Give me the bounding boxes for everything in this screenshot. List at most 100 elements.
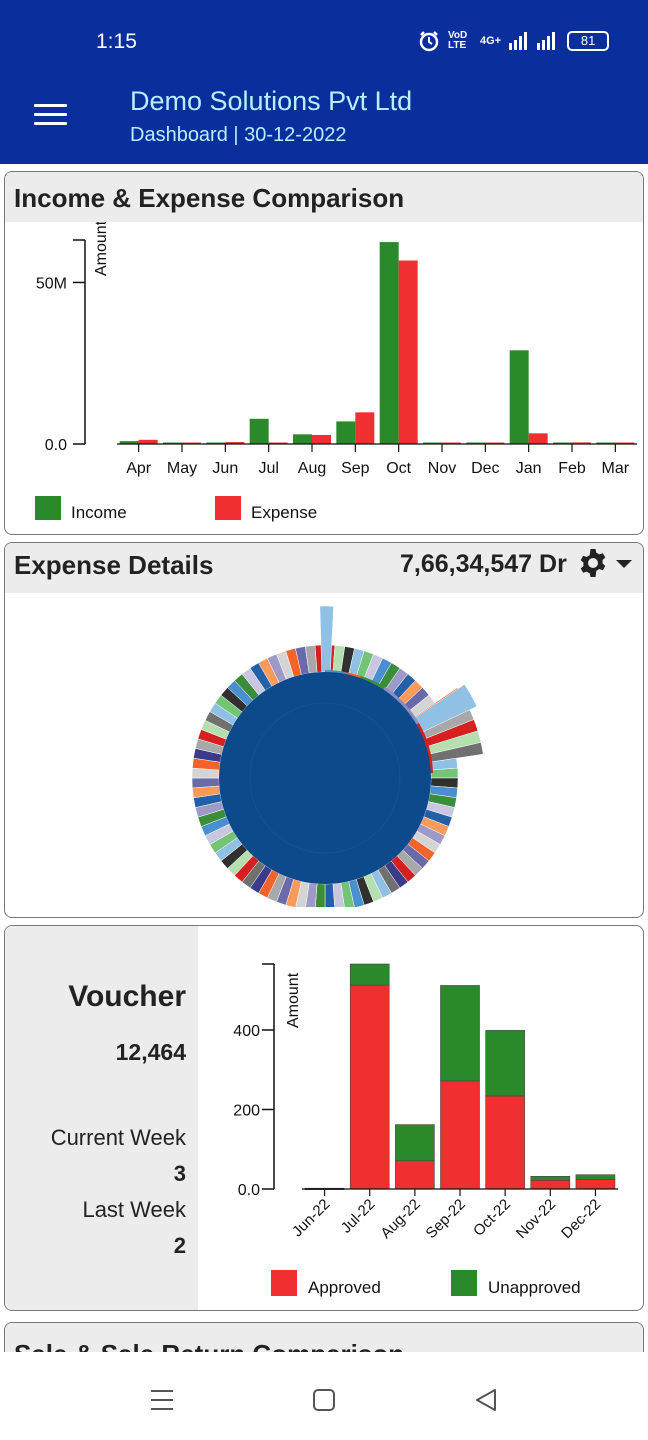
- ie-bar-expense[interactable]: [268, 442, 288, 445]
- voucher-chart: Amount Approved Unapproved 0.0 200 400 Jun-…: [233, 963, 618, 1297]
- ie-x-tick-label: Aug: [298, 460, 326, 477]
- expense-details-card: Expense Details 7,66,34,547 Dr: [4, 542, 644, 918]
- back-button[interactable]: [466, 1380, 506, 1420]
- expense-details-title: Expense Details: [14, 550, 214, 580]
- ie-x-tick-label: Sep: [341, 460, 370, 477]
- voucher-bar-approved[interactable]: [349, 984, 390, 1190]
- sunburst-center-ring: [249, 702, 401, 854]
- voucher-x-tick-label: Nov-22: [513, 1196, 559, 1242]
- voucher-bar-approved[interactable]: [485, 1095, 525, 1190]
- ie-x-tick-label: Apr: [126, 460, 152, 477]
- ie-bar-income[interactable]: [206, 442, 226, 445]
- voucher-y-tick-label: 200: [233, 1102, 260, 1119]
- legend-expense-label: Expense: [251, 503, 317, 522]
- ie-x-tick-label: Jul: [258, 460, 278, 477]
- ie-bar-expense[interactable]: [182, 442, 201, 445]
- chevron-down-icon: [616, 560, 632, 568]
- ie-bar-expense[interactable]: [442, 442, 461, 445]
- voucher-legend: Approved Unapproved: [271, 1270, 581, 1297]
- ie-bar-expense[interactable]: [485, 442, 505, 445]
- legend-unapproved-swatch: [451, 1270, 477, 1296]
- ie-bar-income[interactable]: [423, 442, 442, 445]
- battery-level: 81: [580, 33, 596, 48]
- income-expense-title: Income & Expense Comparison: [14, 183, 405, 213]
- ie-x-tick-label: May: [167, 460, 197, 477]
- voucher-total: 12,464: [115, 1039, 186, 1065]
- ie-x-tick-label: Dec: [471, 460, 499, 477]
- ie-bar-expense[interactable]: [528, 433, 548, 444]
- voucher-bar-unapproved[interactable]: [530, 1175, 571, 1181]
- ie-bar-income[interactable]: [466, 442, 486, 445]
- last-week-value: 2: [173, 1233, 186, 1258]
- ie-bar-expense[interactable]: [572, 442, 591, 444]
- recent-apps-button[interactable]: [142, 1380, 182, 1420]
- menu-button[interactable]: [30, 100, 70, 130]
- income-expense-chart: Amount Income Expense 0.0 50M Apr May Jun Jul…: [35, 222, 637, 522]
- voucher-bar-approved[interactable]: [575, 1179, 616, 1190]
- voucher-x-tick-label: Jul-22: [338, 1196, 379, 1237]
- ie-bar-expense[interactable]: [312, 434, 331, 444]
- voucher-bar-unapproved[interactable]: [485, 1030, 525, 1097]
- hamburger-icon: [34, 104, 67, 107]
- ie-x-tick-label: Nov: [428, 460, 456, 477]
- ie-x-tick-label: Mar: [602, 460, 630, 477]
- voucher-y-tick-label: 400: [233, 1023, 260, 1040]
- expense-details-title-bar: Expense Details 7,66,34,547 Dr: [5, 543, 643, 593]
- voucher-bar-approved[interactable]: [440, 1080, 480, 1190]
- voucher-card: Voucher 12,464 Current Week 3 Last Week …: [4, 925, 644, 1311]
- voucher-bar-unapproved[interactable]: [440, 985, 480, 1082]
- income-expense-title-bar: Income & Expense Comparison: [5, 172, 643, 222]
- ie-bar-expense[interactable]: [615, 442, 635, 445]
- ie-x-tick-label: Jan: [516, 460, 542, 477]
- battery-icon: 81: [567, 31, 610, 51]
- company-name: Demo Solutions Pvt Ltd: [130, 86, 413, 116]
- app-header: Demo Solutions Pvt Ltd Dashboard | 30-12…: [0, 64, 648, 164]
- menu-lines-icon: [151, 1390, 173, 1410]
- sunburst-center: [219, 672, 431, 884]
- voucher-bar-unapproved[interactable]: [395, 1124, 435, 1162]
- ie-bar-income[interactable]: [509, 350, 529, 444]
- voucher-x-tick-label: Jun-22: [289, 1196, 333, 1240]
- current-week-value: 3: [173, 1161, 186, 1186]
- back-triangle-icon: [476, 1389, 496, 1411]
- ie-bar-expense[interactable]: [398, 260, 418, 444]
- status-bar: 1:15 VoD LTE 4G+ 81: [0, 0, 648, 64]
- voucher-x-tick-label: Sep-22: [423, 1196, 469, 1242]
- ie-bar-expense[interactable]: [225, 442, 245, 444]
- ie-bar-income[interactable]: [249, 418, 269, 444]
- ie-legend: Income Expense: [35, 496, 317, 522]
- home-button[interactable]: [304, 1380, 344, 1420]
- settings-dropdown-button[interactable]: [577, 544, 633, 582]
- ie-bar-income[interactable]: [596, 442, 616, 445]
- legend-income-swatch: [35, 496, 61, 520]
- sunburst-outer-segment[interactable]: [191, 777, 220, 789]
- status-time: 1:15: [96, 30, 137, 53]
- ie-x-tick-label: Feb: [558, 460, 586, 477]
- legend-income-label: Income: [71, 503, 127, 522]
- ie-bar-income[interactable]: [119, 441, 139, 444]
- alarm-icon: [419, 31, 439, 52]
- voucher-x-tick-label: Oct-22: [470, 1196, 514, 1240]
- voucher-bar-unapproved[interactable]: [575, 1174, 616, 1180]
- voucher-y-tick-label: 0.0: [238, 1182, 260, 1199]
- ie-bar-income[interactable]: [163, 442, 182, 445]
- legend-unapproved-label: Unapproved: [488, 1278, 581, 1297]
- signal-icon: [509, 32, 528, 50]
- ie-bar-income[interactable]: [293, 434, 312, 444]
- income-expense-card: Income & Expense Comparison Amount Incom…: [4, 171, 644, 535]
- voucher-bar-approved[interactable]: [530, 1179, 571, 1190]
- ie-bar-income[interactable]: [379, 242, 399, 444]
- expense-total: 7,66,34,547 Dr: [400, 550, 567, 578]
- legend-expense-swatch: [215, 496, 241, 520]
- ie-bar-income[interactable]: [553, 442, 572, 445]
- ie-bar-income[interactable]: [336, 421, 356, 444]
- sunburst-outer-segment[interactable]: [430, 767, 459, 779]
- legend-approved-swatch: [271, 1270, 297, 1296]
- ie-bar-expense[interactable]: [355, 412, 375, 444]
- voucher-bar-approved[interactable]: [395, 1160, 435, 1190]
- volte-icon: VoD LTE: [448, 30, 468, 51]
- ie-ylabel: Amount: [93, 222, 110, 276]
- voucher-summary-panel: Voucher 12,464 Current Week 3 Last Week …: [5, 926, 198, 1310]
- ie-bar-expense[interactable]: [138, 439, 158, 444]
- voucher-bar-unapproved[interactable]: [349, 963, 390, 986]
